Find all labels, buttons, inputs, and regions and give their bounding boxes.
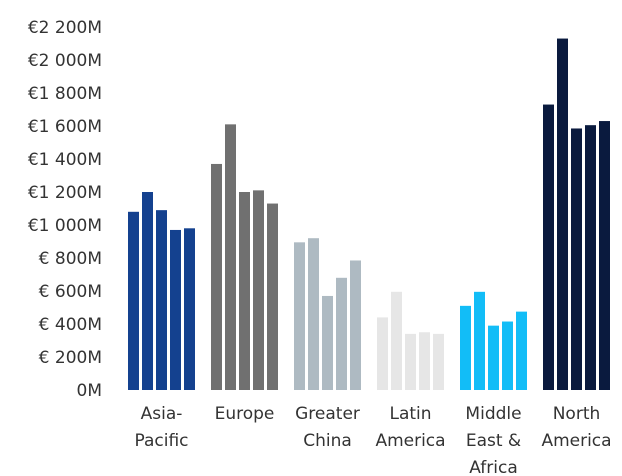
x-category-label: Greater China <box>295 404 360 451</box>
bar <box>142 192 153 390</box>
y-tick-label: €2 000M <box>28 51 102 71</box>
y-tick-label: € 600M <box>39 282 102 302</box>
x-category-label: Asia-Pacific <box>134 404 188 451</box>
y-tick-label: €1 600M <box>28 117 102 137</box>
y-tick-label: €2 200M <box>28 18 102 38</box>
y-tick-label: €1 400M <box>28 150 102 170</box>
bar <box>460 305 471 390</box>
x-axis: Asia-Pacific Europe Greater China Latin Ameri… <box>134 404 611 476</box>
bar <box>391 291 402 390</box>
bar <box>308 238 319 390</box>
bar <box>599 121 610 391</box>
x-category-label: Europe <box>215 404 275 424</box>
x-category-label: North America <box>541 404 611 451</box>
bar <box>294 242 305 390</box>
bar <box>474 291 485 390</box>
y-tick-label: €1 000M <box>28 216 102 236</box>
y-tick-label: € 200M <box>39 348 102 368</box>
bar <box>433 333 444 390</box>
bar <box>502 321 513 390</box>
y-axis: 0M € 200M € 400M € 600M € 800M €1 000M €1 200M… <box>28 18 102 401</box>
bar <box>184 228 195 390</box>
bar <box>419 332 430 390</box>
bar <box>267 203 278 390</box>
bar <box>225 124 236 390</box>
bar <box>543 104 554 391</box>
x-category-label: Latin America <box>375 404 445 451</box>
y-tick-label: €1 200M <box>28 183 102 203</box>
bar <box>585 125 596 391</box>
bar <box>322 295 333 390</box>
bar <box>211 163 222 390</box>
y-tick-label: €1 800M <box>28 84 102 104</box>
y-tick-label: 0M <box>77 381 102 401</box>
bar <box>557 38 568 391</box>
bar <box>405 333 416 390</box>
bars <box>128 38 610 391</box>
bar <box>156 210 167 390</box>
bar <box>253 190 264 390</box>
bar <box>516 311 527 390</box>
bar <box>377 317 388 390</box>
y-tick-label: € 400M <box>39 315 102 335</box>
bar <box>170 229 181 390</box>
y-tick-label: € 800M <box>39 249 102 269</box>
bar <box>488 325 499 390</box>
bar <box>239 192 250 390</box>
bar <box>350 260 361 390</box>
bar <box>336 277 347 390</box>
bar <box>571 128 582 390</box>
x-category-label: Middle East & Africa <box>465 404 521 476</box>
bar <box>128 211 139 390</box>
